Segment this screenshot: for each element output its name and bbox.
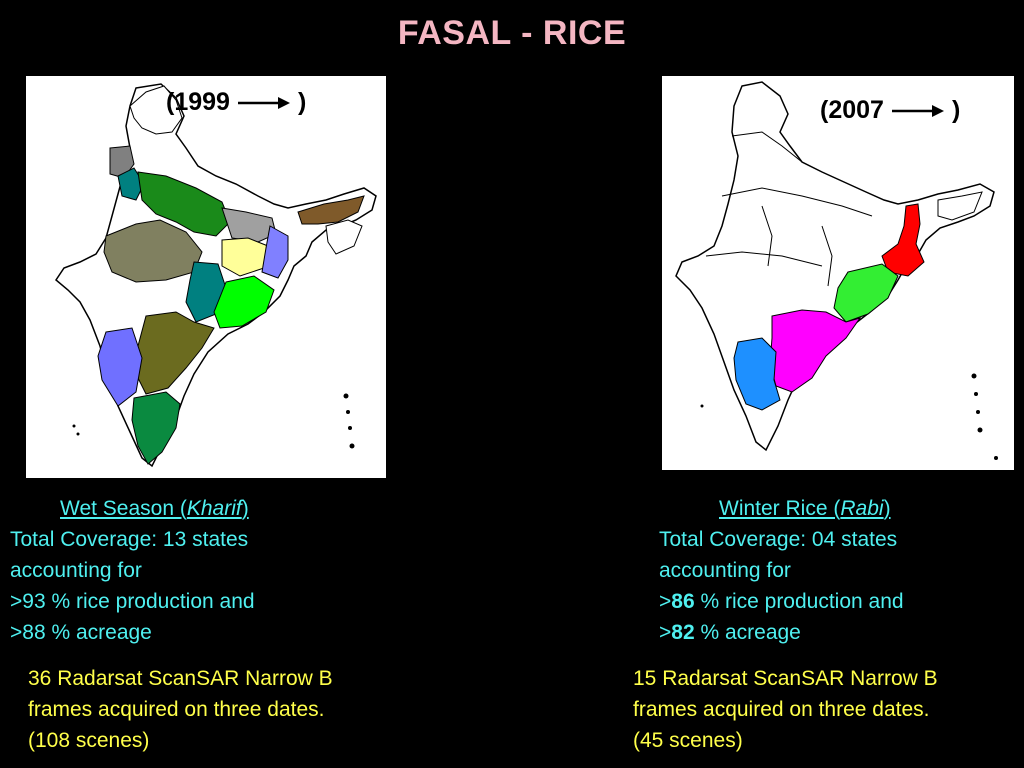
season-label-right: Winter Rice ( (719, 497, 841, 520)
frames-line-2-right: frames acquired on three dates. (633, 698, 930, 721)
island-dot (72, 424, 76, 428)
frames-note-right: 15 Radarsat ScanSAR Narrow B frames acqu… (633, 663, 938, 756)
state-tn (131, 391, 181, 465)
state-boundary (705, 251, 823, 267)
season-label-left: Wet Season ( (60, 497, 187, 520)
state-karnataka (733, 337, 781, 411)
accounting-right: accounting for (659, 559, 791, 582)
island-dot (977, 427, 983, 433)
prod-value-left: 93 (22, 590, 46, 613)
prod-suffix-left: % rice production and (45, 590, 255, 613)
state-boundary (821, 225, 833, 287)
frames-line-2-left: frames acquired on three dates. (28, 698, 325, 721)
kharif-india-map: (1999 ) (26, 76, 386, 478)
production-left: >93 % rice production and (10, 586, 255, 617)
island-dot (348, 426, 352, 430)
production-right: >86 % rice production and (659, 586, 904, 617)
coverage-right: Total Coverage: 04 states (659, 528, 898, 551)
state-up (137, 171, 231, 237)
year-close-right: ) (951, 96, 961, 124)
season-heading-left: Wet Season (Kharif) (10, 493, 255, 524)
area-prefix-left: > (10, 621, 23, 644)
year-close-left: ) (297, 88, 307, 116)
kharif-caption: Wet Season (Kharif) Total Coverage: 13 s… (10, 493, 255, 648)
prod-prefix-right: > (659, 590, 672, 613)
season-close-left: ) (241, 497, 249, 520)
prod-value-right: 86 (671, 590, 695, 613)
year-label-right: (2007 ) (820, 96, 960, 125)
island-dot (349, 443, 355, 449)
rabi-india-map: (2007 ) (662, 76, 1014, 470)
state-karnataka (97, 327, 143, 407)
area-value-right: 82 (671, 621, 695, 644)
prod-prefix-left: > (10, 590, 23, 613)
island-dot (346, 410, 350, 414)
india-outline (675, 81, 995, 452)
coverage-left: Total Coverage: 13 states (10, 528, 249, 551)
island-dot (76, 432, 80, 436)
season-italic-left: Kharif (186, 497, 242, 520)
state-wb (881, 203, 925, 277)
state-boundary (937, 191, 983, 221)
area-suffix-right: % acreage (694, 621, 801, 644)
area-suffix-left: % acreage (45, 621, 152, 644)
island-dot (343, 393, 349, 399)
year-start-left: (1999 (166, 88, 230, 116)
state-wb (261, 225, 289, 279)
island-dot (971, 373, 977, 379)
island-dot (974, 392, 978, 396)
season-heading-right: Winter Rice (Rabi) (659, 493, 904, 524)
state-jk (129, 85, 183, 135)
state-ap (769, 309, 862, 393)
acreage-right: >82 % acreage (659, 617, 904, 648)
island-dot (976, 410, 980, 414)
year-label-left: (1999 ) (166, 88, 306, 117)
island-dot (994, 456, 998, 460)
island-dot (700, 404, 704, 408)
state-boundary (761, 205, 773, 267)
state-assam (297, 195, 365, 225)
frames-line-3-left: (108 scenes) (28, 729, 150, 752)
state-orissa (833, 263, 899, 323)
accounting-left: accounting for (10, 559, 142, 582)
prod-suffix-right: % rice production and (694, 590, 904, 613)
season-italic-right: Rabi (840, 497, 884, 520)
year-start-right: (2007 (820, 96, 884, 124)
acreage-left: >88 % acreage (10, 617, 255, 648)
frames-line-1-left: 36 Radarsat ScanSAR Narrow B (28, 667, 333, 690)
frames-note-left: 36 Radarsat ScanSAR Narrow B frames acqu… (28, 663, 333, 756)
india-map-kharif-graphic (55, 83, 377, 468)
arrow-right-icon (237, 96, 290, 109)
state-boundary (721, 187, 873, 217)
state-orissa (213, 275, 275, 329)
state-haryana (117, 167, 145, 201)
rabi-caption: Winter Rice (Rabi) Total Coverage: 04 st… (659, 493, 904, 648)
area-value-left: 88 (22, 621, 46, 644)
frames-line-1-right: 15 Radarsat ScanSAR Narrow B (633, 667, 938, 690)
state-boundary (731, 131, 803, 163)
area-prefix-right: > (659, 621, 672, 644)
state-ne (325, 219, 363, 255)
frames-line-3-right: (45 scenes) (633, 729, 743, 752)
india-map-rabi-graphic (675, 81, 998, 460)
arrow-right-icon (891, 104, 944, 117)
slide-title: FASAL - RICE (397, 14, 627, 52)
season-close-right: ) (883, 497, 891, 520)
